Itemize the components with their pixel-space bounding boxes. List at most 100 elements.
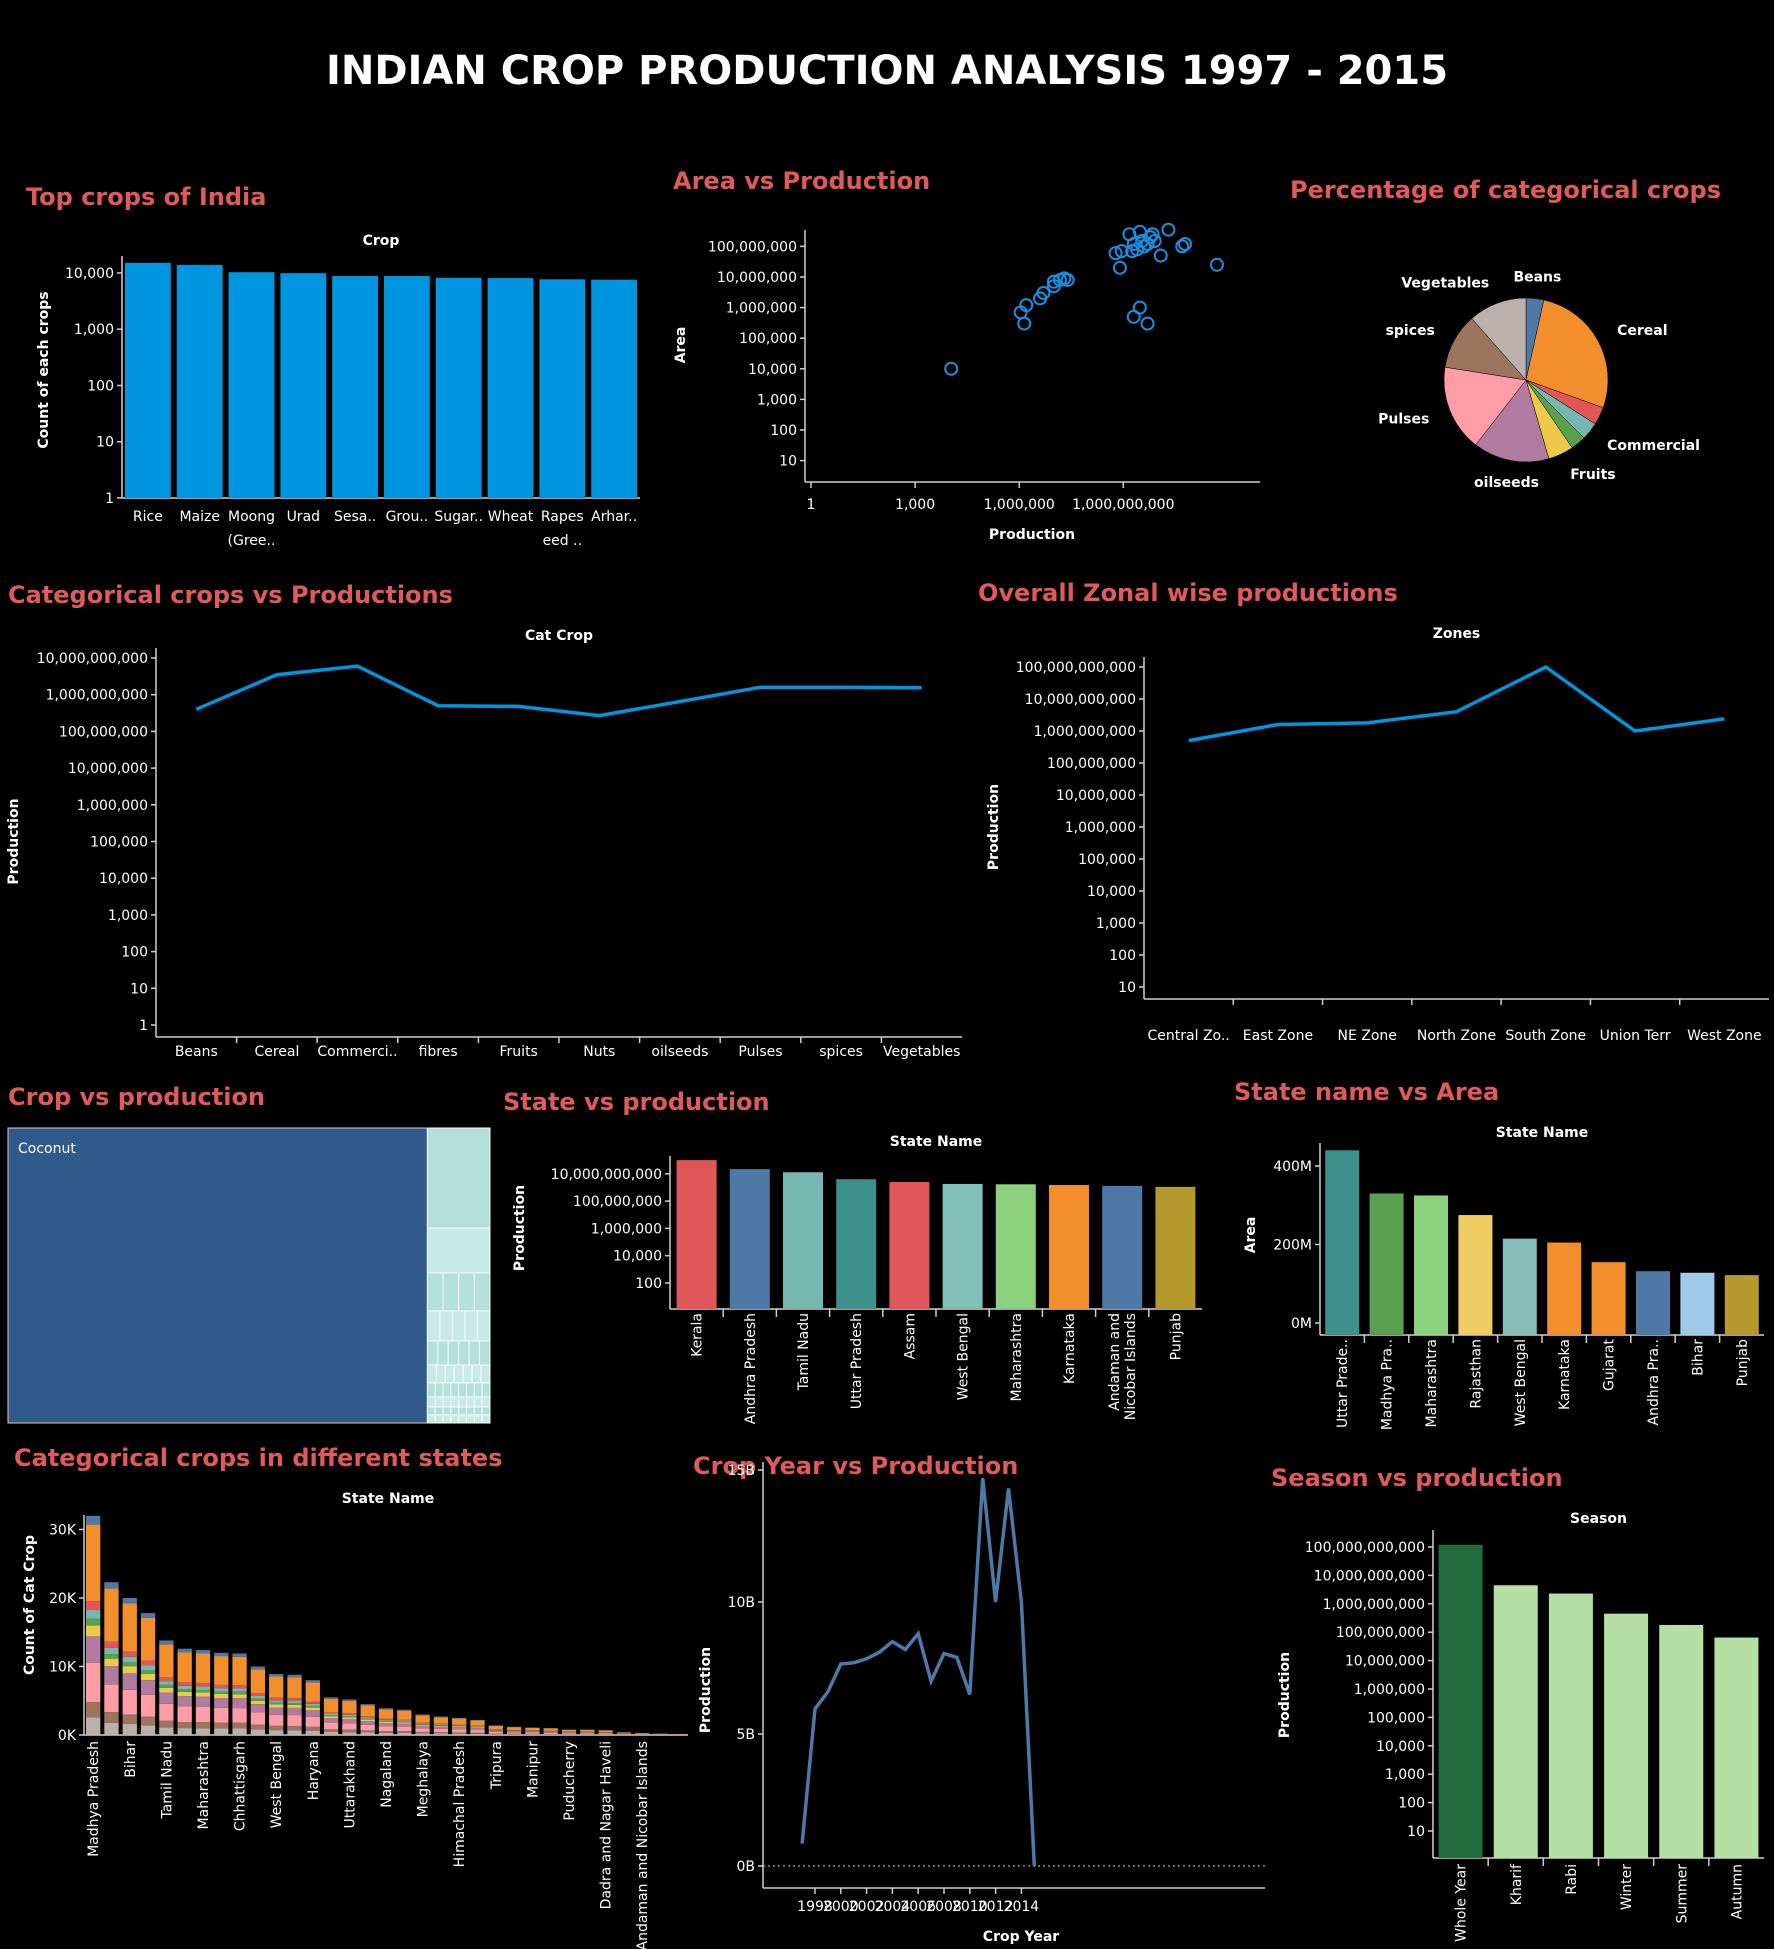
cat-states-bar-segment: [214, 1652, 229, 1657]
state-area-x-label: West Bengal: [1513, 1339, 1529, 1426]
top-crops-x-label: (Gree..: [228, 533, 276, 549]
state-production-bar: [836, 1179, 877, 1309]
season-production-bar: [1493, 1585, 1538, 1858]
zonal-y-tick-label: 1,000: [1096, 916, 1136, 932]
cat-states-y-tick-label: 0K: [58, 1728, 77, 1744]
cat-states-bar-segment: [104, 1641, 119, 1648]
cat-production-y-tick-label: 10,000,000,000: [37, 651, 148, 667]
cat-states-bar-segment: [323, 1715, 339, 1717]
zonal-y-tick-label: 100,000,000,000: [1016, 660, 1136, 676]
cat-states-bar-segment: [104, 1647, 119, 1655]
cat-states-bar-segment: [232, 1728, 247, 1735]
cat-states-bar-segment: [342, 1716, 357, 1718]
cat-production-y-tick-label: 1,000,000: [77, 798, 148, 814]
season-production-y-tick-label: 100,000,000: [1336, 1625, 1425, 1641]
cat-states-bar-segment: [323, 1722, 339, 1730]
top-crops-bar: [384, 276, 430, 498]
cat-states-bar-segment: [195, 1683, 211, 1687]
state-area-bar: [1724, 1275, 1759, 1335]
cat-states-bar-segment: [525, 1734, 540, 1735]
treemap-small-tile: [479, 1340, 491, 1366]
state-production-bar: [942, 1183, 983, 1309]
state-area-title: State name vs Area: [1234, 1078, 1500, 1106]
cat-states-bar-segment: [177, 1706, 192, 1723]
cat-states-bar-segment: [525, 1733, 540, 1735]
scatter-point: [1140, 316, 1155, 331]
zonal-y-tick-label: 1,000,000: [1065, 820, 1136, 836]
cat-states-bar-segment: [433, 1724, 449, 1726]
cat-states-bar-segment: [195, 1728, 211, 1735]
cat-states-bar-segment: [397, 1726, 412, 1732]
cat-states-bar-segment: [342, 1700, 357, 1714]
cat-states-bar-segment: [287, 1725, 302, 1731]
pie-label: Fruits: [1570, 467, 1615, 483]
cat-states-bar-segment: [269, 1714, 284, 1726]
scatter-x-tick-label: 1,000,000: [984, 497, 1055, 513]
cat-states-x-label: Maharashtra: [196, 1741, 212, 1829]
cat-states-bar-segment: [195, 1696, 211, 1707]
cat-states-bar-segment: [214, 1688, 229, 1692]
state-production-bar: [889, 1182, 930, 1309]
cat-states-bar-segment: [415, 1728, 430, 1732]
cat-states-bar-segment: [269, 1704, 284, 1708]
cat-states-bar-segment: [104, 1722, 119, 1735]
cat-states-bar-segment: [470, 1733, 485, 1735]
cat-states-x-label: Nagaland: [379, 1741, 395, 1808]
state-area-y-label: Area: [1243, 1217, 1259, 1254]
zonal-y-label: Production: [986, 784, 1002, 870]
cat-states-bar-segment: [415, 1722, 430, 1724]
cat-states-bar-segment: [470, 1728, 485, 1731]
zonal-x-label: Central Zo..: [1148, 1028, 1230, 1044]
cat-production-x-label: oilseeds: [651, 1044, 708, 1060]
cat-states-bar-segment: [342, 1729, 357, 1733]
cat-states-bar-segment: [488, 1734, 503, 1735]
cat-states-bar-segment: [177, 1682, 192, 1686]
state-production-y-label: Production: [512, 1185, 528, 1271]
scatter-y-tick-label: 10: [779, 454, 797, 470]
top-crops-x-label: Rice: [133, 509, 163, 525]
season-production-y-label: Production: [1277, 1652, 1293, 1738]
cat-states-bar-segment: [378, 1732, 394, 1735]
cat-states-y-tick-label: 20K: [49, 1591, 77, 1607]
treemap-small-tile: [468, 1340, 480, 1366]
season-production-y-tick-label: 1,000,000: [1354, 1682, 1425, 1698]
cat-states-bar-segment: [342, 1732, 357, 1735]
year-production-line: [800, 1477, 1037, 1867]
cat-states-bar-segment: [305, 1710, 320, 1717]
pie-label: spices: [1386, 323, 1435, 339]
cat-states-bar-segment: [86, 1524, 101, 1602]
cat-production-x-label: Nuts: [583, 1044, 615, 1060]
cat-states-bar-segment: [287, 1715, 302, 1726]
cat-states-bar-segment: [159, 1677, 174, 1682]
zonal-title: Overall Zonal wise productions: [978, 579, 1398, 607]
cat-states-bar-segment: [269, 1674, 284, 1677]
cat-states-bar-segment: [195, 1650, 211, 1654]
cat-states-bar-segment: [122, 1724, 137, 1735]
pie-slice: [1525, 299, 1609, 409]
zonal-y-tick-label: 10,000: [1087, 884, 1136, 900]
zonal-y-tick-label: 1,000,000,000: [1034, 724, 1136, 740]
cat-states-bar-segment: [360, 1719, 375, 1722]
zonal-x-label: North Zone: [1417, 1028, 1496, 1044]
zonal-x-label: West Zone: [1687, 1028, 1762, 1044]
cat-states-bar-segment: [195, 1722, 211, 1729]
season-production-y-tick-label: 10,000,000,000: [1314, 1568, 1425, 1584]
season-production-y-tick-label: 10,000: [1376, 1739, 1425, 1755]
state-area-bar: [1502, 1238, 1537, 1335]
cat-states-bar-segment: [360, 1717, 375, 1719]
treemap-small-tile: [473, 1272, 491, 1312]
cat-states-bar-segment: [506, 1733, 522, 1735]
top-crops-y-tick-label: 10: [96, 435, 114, 451]
cat-states-bar-segment: [360, 1730, 375, 1733]
cat-states-bar-segment: [433, 1732, 449, 1734]
state-production-x-label: Andaman and: [1107, 1313, 1123, 1411]
scatter-y-tick-label: 100: [770, 423, 797, 439]
season-production-y-tick-label: 100,000: [1367, 1710, 1425, 1726]
cat-states-bar-segment: [177, 1648, 192, 1653]
cat-states-bar-segment: [470, 1726, 485, 1728]
cat-states-bar-segment: [177, 1696, 192, 1707]
cat-states-bar-segment: [177, 1728, 192, 1735]
cat-states-x-label: Himachal Pradesh: [452, 1741, 468, 1867]
cat-states-bar-segment: [122, 1598, 137, 1604]
state-production-bar: [676, 1160, 717, 1309]
